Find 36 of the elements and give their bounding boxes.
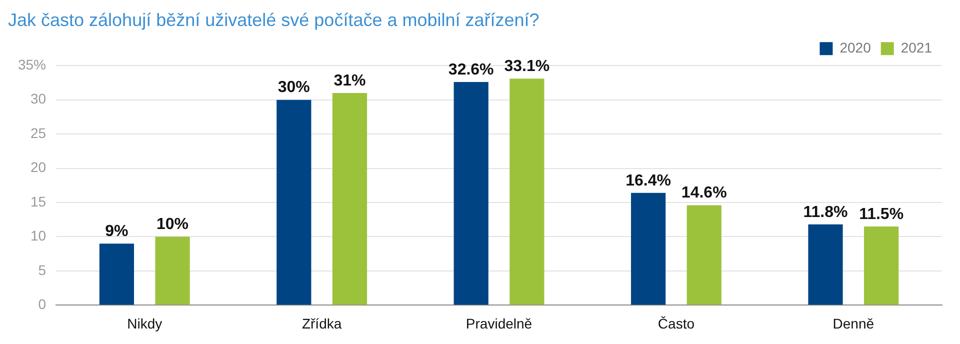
data-label: 33.1% — [504, 58, 550, 76]
legend-label: 2021 — [900, 39, 932, 56]
y-tick-label: 30 — [30, 90, 46, 107]
x-tick-label: Nikdy — [127, 315, 162, 332]
data-label: 10% — [156, 216, 189, 234]
bar — [630, 192, 666, 305]
y-tick-label: 0 — [38, 296, 46, 312]
bar — [864, 226, 899, 305]
legend-label: 2020 — [840, 39, 872, 56]
data-label: 31% — [334, 72, 366, 90]
x-tick-label: Denně — [832, 315, 874, 332]
data-label: 14.6% — [681, 184, 727, 202]
bar — [454, 82, 488, 305]
bar — [155, 236, 190, 305]
y-tick-label: 20 — [30, 159, 46, 176]
x-tick-label: Pravidelně — [466, 315, 532, 332]
bar — [276, 100, 312, 305]
y-tick-label: 10 — [30, 228, 46, 244]
y-tick-label: 35% — [18, 56, 46, 72]
data-label: 32.6% — [448, 61, 494, 78]
y-tick-label: 15 — [30, 193, 46, 210]
chart-title: Jak často zálohují běžní uživatelé své počítače a mobilní zařízení? — [8, 10, 540, 30]
bar — [686, 205, 722, 305]
x-tick-label: Zřídka — [302, 315, 342, 332]
data-label: 9% — [105, 222, 128, 240]
bar — [332, 92, 368, 305]
data-label: 16.4% — [626, 172, 671, 190]
bar — [808, 224, 843, 305]
y-tick-label: 25 — [30, 124, 46, 141]
data-label: 11.8% — [803, 204, 848, 221]
data-label: 11.5% — [859, 206, 904, 223]
bar — [99, 244, 134, 305]
y-tick-label: 5 — [38, 262, 46, 278]
x-tick-label: Často — [658, 315, 695, 332]
data-label: 30% — [278, 79, 310, 96]
bar — [510, 78, 544, 305]
